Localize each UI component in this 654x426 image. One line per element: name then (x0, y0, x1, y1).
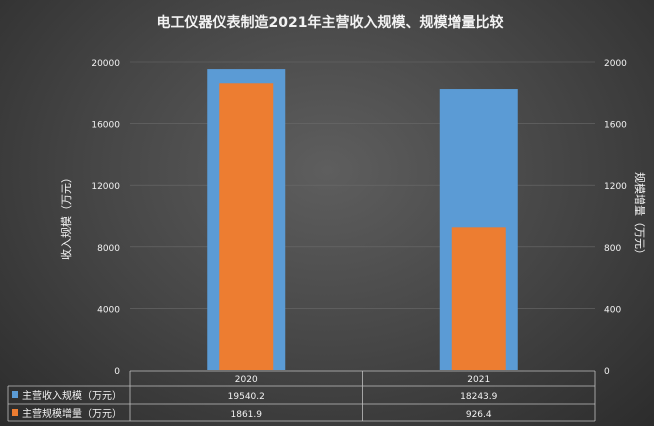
y-tick-label: 16000 (91, 121, 120, 131)
table-cell: 926.4 (466, 410, 492, 420)
table-cell: 18243.9 (460, 392, 497, 402)
legend-label: 主营规模增量（万元） (22, 407, 122, 420)
table-cell: 1861.9 (231, 410, 263, 420)
chart-title: 电工仪器仪表制造2021年主营收入规模、规模增量比较 (157, 14, 504, 31)
y2-tick-label: 1200 (604, 182, 627, 192)
y2-tick-label: 0 (604, 367, 610, 377)
y-tick-label: 4000 (97, 305, 120, 315)
y-axis-label: 收入规模（万元） (59, 172, 73, 260)
y2-axis-label: 规模增量（万元） (633, 172, 647, 260)
y2-tick-label: 400 (604, 305, 621, 315)
bar-increment-2021 (451, 227, 506, 370)
y2-tick-label: 1600 (604, 121, 627, 131)
y-tick-label: 0 (114, 367, 120, 377)
table-header-2020: 2020 (235, 375, 258, 385)
bar-increment-2020 (219, 83, 274, 371)
y2-tick-label: 800 (604, 244, 621, 254)
y-tick-label: 8000 (97, 244, 120, 254)
y-tick-label: 20000 (91, 59, 120, 69)
legend-swatch-1 (12, 409, 18, 416)
legend-label: 主营收入规模（万元） (22, 389, 122, 402)
y2-tick-label: 2000 (604, 59, 627, 69)
table-cell: 19540.2 (228, 392, 265, 402)
table-header-2021: 2021 (467, 375, 490, 385)
legend-swatch-0 (12, 391, 18, 398)
y-tick-label: 12000 (91, 182, 120, 192)
